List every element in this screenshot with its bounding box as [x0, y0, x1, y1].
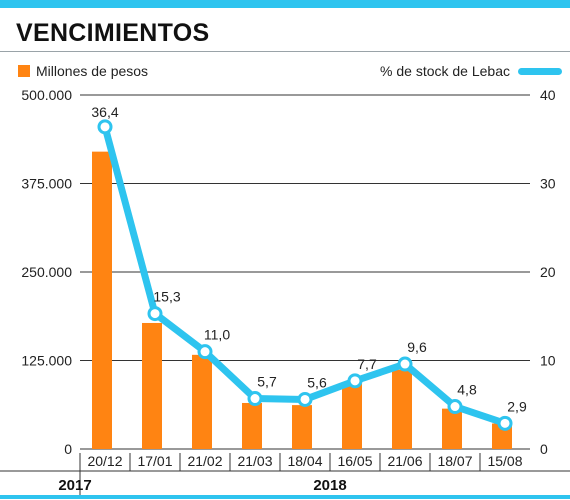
x-tick-label: 16/05 [337, 453, 372, 469]
data-point [397, 356, 413, 372]
year-label: 2017 [58, 477, 91, 494]
legend-line-swatch [518, 67, 562, 75]
data-point [197, 344, 213, 360]
data-point [247, 391, 263, 407]
legend-line: % de stock de Lebac [380, 63, 562, 79]
x-tick-label: 15/08 [487, 453, 522, 469]
data-label: 15,3 [153, 289, 180, 305]
y-left-tick-label: 250.000 [21, 264, 72, 280]
bar [142, 322, 162, 449]
top-accent-bar [0, 0, 570, 8]
data-point [447, 399, 463, 415]
bar [342, 383, 362, 449]
bar [292, 405, 312, 449]
legend-bars: Millones de pesos [18, 63, 148, 79]
data-label: 2,9 [507, 398, 527, 414]
y-right-tick-label: 30 [540, 176, 556, 192]
legend-bar-swatch [18, 65, 30, 77]
y-left-tick-label: 125.000 [21, 353, 72, 369]
data-point [147, 306, 163, 322]
series-line [101, 123, 509, 427]
legend-bar-label: Millones de pesos [36, 63, 149, 79]
data-label: 36,4 [91, 104, 118, 120]
data-label: 5,6 [307, 374, 327, 390]
bar [392, 369, 412, 449]
y-left-tick-label: 375.000 [21, 176, 72, 192]
bar [442, 408, 462, 449]
data-point [347, 373, 363, 389]
data-label: 5,7 [257, 374, 277, 390]
data-point [97, 119, 113, 135]
data-point [497, 415, 513, 431]
x-tick-label: 21/02 [187, 453, 222, 469]
year-label: 2018 [313, 477, 346, 494]
bar [192, 354, 212, 449]
y-right-tick-label: 10 [540, 353, 556, 369]
x-tick-label: 21/06 [387, 453, 422, 469]
x-tick-label: 21/03 [237, 453, 272, 469]
y-left-tick-label: 0 [64, 441, 72, 457]
data-label: 9,6 [407, 339, 427, 355]
data-point [297, 391, 313, 407]
y-left-tick-label: 500.000 [21, 87, 72, 103]
data-label: 4,8 [457, 382, 477, 398]
x-tick-label: 20/12 [87, 453, 122, 469]
chart-title: VENCIMIENTOS [16, 19, 210, 47]
x-tick-label: 18/07 [437, 453, 472, 469]
y-right-tick-label: 40 [540, 87, 556, 103]
y-right-tick-label: 20 [540, 264, 556, 280]
legend-line-label: % de stock de Lebac [380, 63, 510, 79]
bar [92, 151, 112, 449]
x-tick-label: 17/01 [137, 453, 172, 469]
data-label: 7,7 [357, 356, 377, 372]
bar [242, 402, 262, 449]
data-label: 11,0 [204, 327, 230, 343]
y-right-tick-label: 0 [540, 441, 548, 457]
x-tick-label: 18/04 [287, 453, 322, 469]
title-divider [0, 51, 570, 52]
